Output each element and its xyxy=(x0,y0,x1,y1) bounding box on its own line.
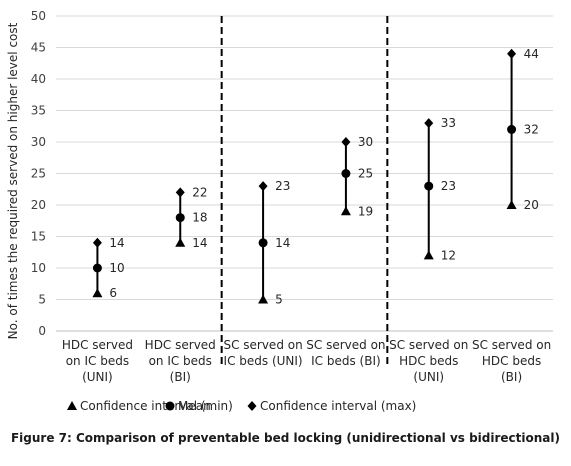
ci-max-marker xyxy=(258,181,268,192)
x-category-label: HDC served xyxy=(145,338,216,352)
mean-marker xyxy=(175,213,185,223)
ci-min-marker xyxy=(92,288,103,298)
legend-item-ci-min: Confidence interval (min) xyxy=(80,399,233,413)
x-category-label: HDC beds xyxy=(482,354,541,368)
mean-label: 10 xyxy=(109,261,124,275)
ci-min-marker xyxy=(175,237,186,247)
figure-caption: Figure 7: Comparison of preventable bed … xyxy=(10,431,561,445)
x-category-label: on IC beds xyxy=(66,354,129,368)
ci-min-label: 14 xyxy=(192,236,207,250)
y-tick-label: 45 xyxy=(31,41,46,55)
ci-max-label: 23 xyxy=(275,179,290,193)
mean-label: 25 xyxy=(358,167,373,181)
x-category-label: (BI) xyxy=(170,370,191,384)
x-category-label: (UNI) xyxy=(413,370,444,384)
mean-marker xyxy=(424,181,434,191)
mean-marker xyxy=(341,169,351,178)
mean-label: 18 xyxy=(192,211,207,225)
y-tick-label: 10 xyxy=(31,261,46,275)
legend-marker xyxy=(247,401,257,411)
mean-label: 14 xyxy=(275,236,290,250)
y-tick-label: 35 xyxy=(31,104,46,118)
group-dividers xyxy=(220,16,389,365)
ci-max-label: 44 xyxy=(524,47,539,61)
x-category-label: HDC beds xyxy=(399,354,458,368)
y-tick-label: 50 xyxy=(31,9,46,23)
x-axis-categories: HDC served on IC beds (UNI) HDC served on IC… xyxy=(62,338,551,384)
x-category-label: IC beds (UNI) xyxy=(224,354,303,368)
mean-label: 32 xyxy=(524,122,539,136)
y-tick-label: 5 xyxy=(38,293,46,307)
ci-min-label: 6 xyxy=(109,286,117,300)
legend-item-mean: Mean xyxy=(178,399,211,413)
y-axis-label: No. of times the required served on high… xyxy=(6,22,20,339)
ci-min-label: 19 xyxy=(358,204,373,218)
x-category-label: (UNI) xyxy=(82,370,113,384)
data-marks: 6 14 5 19 12 20 10 18 14 25 23 32 14 22 23 30 33 44 xyxy=(92,47,539,307)
ci-min-label: 12 xyxy=(441,248,456,262)
x-category-label: SC served on xyxy=(306,338,385,352)
x-category-label: (BI) xyxy=(501,370,522,384)
mean-marker xyxy=(507,124,517,134)
x-category-label: on IC beds xyxy=(149,354,212,368)
ci-min-marker xyxy=(506,200,517,209)
y-tick-label: 25 xyxy=(31,167,46,181)
x-category-label: IC beds (BI) xyxy=(311,354,381,368)
ci-max-marker xyxy=(507,48,517,59)
legend-marker xyxy=(67,401,77,410)
ci-max-marker xyxy=(175,187,185,198)
ci-max-label: 33 xyxy=(441,116,456,130)
ci-max-label: 22 xyxy=(192,185,207,199)
ci-min-marker xyxy=(258,294,269,304)
y-tick-label: 20 xyxy=(31,198,46,212)
x-category-label: SC served on xyxy=(472,338,551,352)
ci-min-marker xyxy=(423,250,434,260)
ci-min-label: 20 xyxy=(524,198,539,212)
mean-label: 23 xyxy=(441,179,456,193)
ci-max-marker xyxy=(424,118,434,129)
mean-marker xyxy=(92,263,102,273)
ci-min-marker xyxy=(340,206,351,216)
y-axis-ticks: 0 5 10 15 20 25 30 35 40 45 50 xyxy=(31,9,46,338)
y-tick-label: 15 xyxy=(31,230,46,244)
x-category-label: SC served on xyxy=(223,338,302,352)
x-category-label: SC served on xyxy=(389,338,468,352)
y-tick-label: 0 xyxy=(38,324,46,338)
legend-item-ci-max: Confidence interval (max) xyxy=(260,399,416,413)
y-tick-label: 40 xyxy=(31,72,46,86)
y-tick-label: 30 xyxy=(31,135,46,149)
mean-marker xyxy=(258,238,268,248)
ci-min-label: 5 xyxy=(275,293,283,307)
gridlines xyxy=(56,15,553,332)
legend-marker xyxy=(165,401,175,411)
ci-max-marker xyxy=(341,137,351,147)
ci-max-marker xyxy=(92,237,102,248)
legend: Confidence interval (min)Mean Confidence … xyxy=(67,399,416,413)
x-category-label: HDC served xyxy=(62,338,133,352)
ci-max-label: 14 xyxy=(109,236,124,250)
ci-max-label: 30 xyxy=(358,135,373,149)
